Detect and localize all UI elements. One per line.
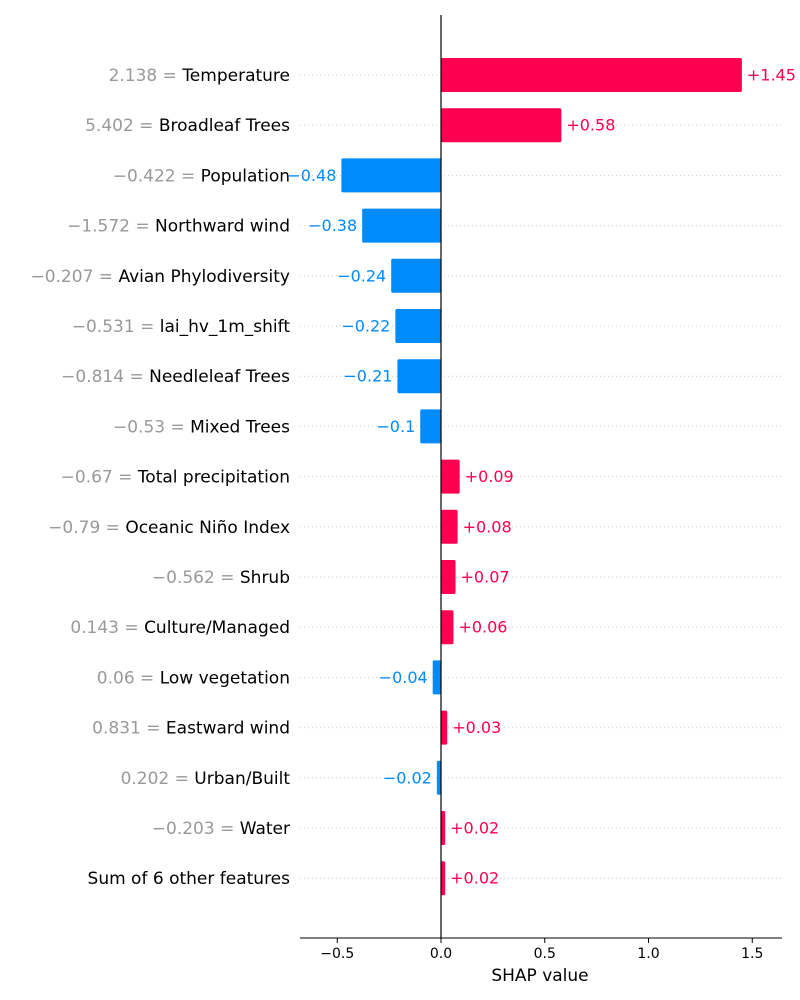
feature-value: 0.06 = [97, 668, 160, 688]
row-label: −0.79 = Oceanic Niño Index [48, 518, 290, 538]
feature-name: Avian Phylodiversity [118, 267, 290, 287]
feature-name: lai_hv_1m_shift [160, 317, 291, 337]
row-label: 2.138 = Temperature [109, 66, 290, 86]
bar-value-label: +0.08 [463, 517, 512, 536]
bar-value-label: +0.02 [450, 869, 499, 888]
feature-value: −0.207 = [30, 267, 118, 287]
feature-value: 2.138 = [109, 66, 183, 86]
bar [432, 660, 441, 695]
row-label: 0.202 = Urban/Built [121, 769, 291, 789]
bar-value-label: +0.03 [452, 718, 501, 737]
row-label: −0.562 = Shrub [152, 568, 290, 588]
bar-value-label: −0.04 [379, 668, 428, 687]
x-tick-label: 0.5 [534, 946, 556, 962]
feature-name: Oceanic Niño Index [125, 518, 290, 538]
bar [441, 459, 460, 494]
bar-value-label: +0.02 [450, 819, 499, 838]
feature-value: −0.53 = [113, 417, 190, 437]
feature-name: Culture/Managed [144, 618, 290, 638]
bar-value-label: −0.1 [376, 417, 415, 436]
x-axis-label: SHAP value [491, 966, 588, 986]
x-tick-label: 0.0 [430, 946, 452, 962]
x-tick-label: 1.0 [637, 946, 659, 962]
bar [441, 610, 454, 645]
bar [436, 760, 441, 795]
row-label: −0.203 = Water [152, 819, 290, 839]
feature-value: −0.422 = [113, 166, 201, 186]
feature-value: 0.831 = [92, 719, 166, 739]
row-label: 0.06 = Low vegetation [97, 668, 290, 688]
x-tick-label: 1.5 [741, 946, 763, 962]
bar [395, 309, 441, 343]
feature-name: Eastward wind [166, 719, 290, 739]
row-label: −0.422 = Population [113, 166, 290, 186]
bar-value-label: +0.06 [458, 618, 507, 637]
bar [441, 710, 448, 745]
feature-name: Water [240, 819, 290, 839]
row-label: 0.831 = Eastward wind [92, 719, 290, 739]
bar [362, 208, 441, 243]
bar-value-label: +0.58 [566, 116, 615, 135]
row-label: −0.67 = Total precipitation [61, 468, 290, 488]
bar [341, 158, 441, 193]
x-tick-label: −0.5 [320, 946, 354, 962]
row-label: −1.572 = Northward wind [67, 217, 290, 237]
row-label: −0.531 = lai_hv_1m_shift [72, 317, 291, 337]
bar [397, 359, 441, 394]
bar [441, 560, 456, 594]
bar [441, 108, 562, 143]
feature-name: Mixed Trees [190, 417, 290, 437]
row-label: −0.814 = Needleleaf Trees [61, 367, 290, 387]
feature-value: −0.531 = [72, 317, 160, 337]
x-axis: −0.5 0.0 0.5 1.0 1.5 [300, 937, 782, 962]
bar-value-label: −0.38 [308, 216, 357, 235]
feature-value: −1.572 = [67, 217, 155, 237]
feature-value: −0.562 = [152, 568, 240, 588]
feature-name: Urban/Built [194, 769, 290, 789]
row-label: Sum of 6 other features [88, 869, 291, 889]
feature-name: Shrub [240, 568, 290, 588]
feature-name: Northward wind [155, 217, 290, 237]
bar-value-label: −0.48 [287, 166, 336, 185]
feature-value: 0.143 = [70, 618, 144, 638]
bar [441, 509, 458, 544]
feature-value: −0.67 = [61, 468, 138, 488]
feature-value: −0.203 = [152, 819, 240, 839]
bar-value-label: +0.07 [461, 568, 510, 587]
bar [441, 861, 446, 896]
row-label: −0.53 = Mixed Trees [113, 417, 290, 437]
feature-name: Needleleaf Trees [149, 367, 290, 387]
value-labels-group: +1.45 +0.58 −0.48 −0.38 −0.24 −0.22 −0.21 −0.1 +… [287, 66, 796, 888]
bar-value-label: +0.09 [465, 467, 514, 486]
bar-value-label: −0.21 [343, 367, 392, 386]
feature-value: 5.402 = [85, 116, 159, 136]
feature-name: Temperature [181, 66, 290, 86]
feature-name: Sum of 6 other features [88, 869, 291, 889]
bar-value-label: −0.02 [383, 768, 432, 787]
row-guide-lines [300, 74, 782, 879]
row-label: 0.143 = Culture/Managed [70, 618, 290, 638]
feature-value: 0.202 = [121, 769, 195, 789]
bar-value-label: +1.45 [747, 66, 796, 85]
bar [441, 58, 742, 92]
bar [420, 409, 441, 444]
feature-name: Low vegetation [160, 668, 290, 688]
feature-name: Broadleaf Trees [159, 116, 290, 136]
bar-value-label: −0.22 [341, 317, 390, 336]
bar-value-label: −0.24 [337, 266, 386, 285]
bar [441, 811, 446, 845]
row-label: −0.207 = Avian Phylodiversity [30, 267, 290, 287]
bar [391, 258, 441, 293]
feature-name: Total precipitation [137, 468, 290, 488]
feature-value: −0.814 = [61, 367, 149, 387]
row-labels-group: 2.138 = Temperature 5.402 = Broadleaf Tre… [30, 66, 290, 889]
feature-value: −0.79 = [48, 518, 125, 538]
row-label: 5.402 = Broadleaf Trees [85, 116, 290, 136]
feature-name: Population [201, 166, 290, 186]
bars-group [341, 58, 742, 896]
